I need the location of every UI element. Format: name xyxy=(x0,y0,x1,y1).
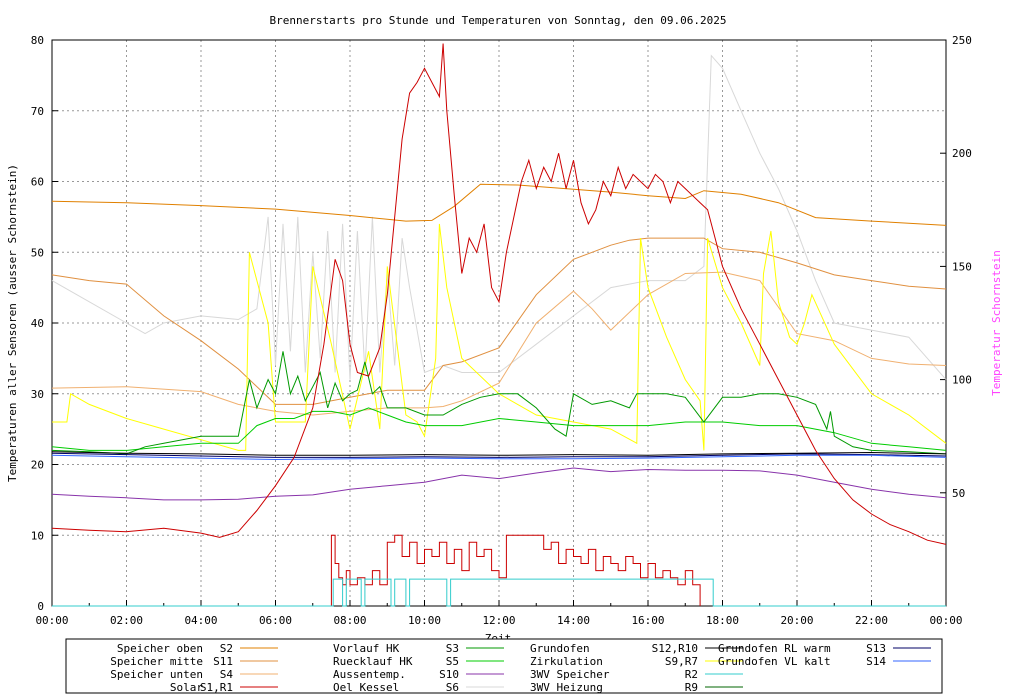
legend-sensor: S3 xyxy=(446,642,459,655)
y-tick-label: 40 xyxy=(31,317,44,330)
y2-tick-label: 250 xyxy=(952,34,972,47)
x-tick-label: 02:00 xyxy=(110,614,143,627)
series-line-oel-kessel xyxy=(51,54,947,380)
legend-sensor: S5 xyxy=(446,655,459,668)
x-tick-label: 14:00 xyxy=(557,614,590,627)
chart-title: Brennerstarts pro Stunde und Temperature… xyxy=(270,14,727,27)
x-tick-label: 04:00 xyxy=(184,614,217,627)
legend-label: Vorlauf HK xyxy=(333,642,400,655)
y-tick-label: 50 xyxy=(31,246,44,259)
x-tick-label: 22:00 xyxy=(855,614,888,627)
legend-sensor: R2 xyxy=(685,668,698,681)
legend-label: 3WV Heizung xyxy=(530,681,603,694)
legend-sensor: S1,R1 xyxy=(200,681,233,694)
legend-label: Aussentemp. xyxy=(333,668,406,681)
series-line-speicher-oben xyxy=(51,183,947,226)
y2-axis-label: Temperatur Schornstein xyxy=(990,250,1003,396)
legend-label: Zirkulation xyxy=(530,655,603,668)
y2-tick-label: 200 xyxy=(952,147,972,160)
x-tick-label: 20:00 xyxy=(780,614,813,627)
series-line-grundofen xyxy=(51,451,947,456)
legend-sensor: R9 xyxy=(685,681,698,694)
x-tick-label: 16:00 xyxy=(631,614,664,627)
legend-label: Solar xyxy=(170,681,203,694)
legend-sensor: S6 xyxy=(446,681,459,694)
series-line-vorlauf-hk xyxy=(51,351,947,455)
y-tick-label: 10 xyxy=(31,529,44,542)
legend-sensor: S12,R10 xyxy=(652,642,698,655)
y2-tick-label: 50 xyxy=(952,487,965,500)
series-line-aussentemp xyxy=(51,467,947,501)
y2-tick-label: 100 xyxy=(952,374,972,387)
y-tick-label: 80 xyxy=(31,34,44,47)
legend-label: Grundofen RL warm xyxy=(718,642,831,655)
legend-label: Grundofen VL kalt xyxy=(718,655,831,668)
y-tick-label: 70 xyxy=(31,105,44,118)
legend-sensor: S9,R7 xyxy=(665,655,698,668)
legend-sensor: S10 xyxy=(439,668,459,681)
y2-tick-label: 150 xyxy=(952,260,972,273)
legend-sensor: S2 xyxy=(220,642,233,655)
legend-sensor: S4 xyxy=(220,668,234,681)
y-tick-label: 0 xyxy=(37,600,44,613)
legend-label: Ruecklauf HK xyxy=(333,655,413,668)
series-line-solar xyxy=(51,43,947,545)
axes: 00:00 02:00 04:00 06:00 08:00 10:00 12:00 14:00… xyxy=(31,34,972,627)
legend-label: Speicher mitte xyxy=(110,655,203,668)
legend-sensor: S11 xyxy=(213,655,233,668)
legend-sensor: S13 xyxy=(866,642,886,655)
y-tick-label: 60 xyxy=(31,176,44,189)
series-group xyxy=(51,43,947,607)
series-line-ruecklauf-hk xyxy=(51,407,947,451)
x-tick-label: 00:00 xyxy=(929,614,962,627)
legend-label: Grundofen xyxy=(530,642,590,655)
legend-label: Speicher unten xyxy=(110,668,203,681)
x-tick-label: 18:00 xyxy=(706,614,739,627)
grid xyxy=(52,40,946,606)
y-tick-label: 20 xyxy=(31,459,44,472)
x-tick-label: 10:00 xyxy=(408,614,441,627)
x-tick-label: 00:00 xyxy=(35,614,68,627)
x-tick-label: 06:00 xyxy=(259,614,292,627)
x-tick-label: 12:00 xyxy=(482,614,515,627)
legend-label: Oel Kessel xyxy=(333,681,399,694)
legend: Speicher oben S2 Speicher mitte S11 Speicher… xyxy=(110,642,931,694)
series-line-grundofen-rl-warm xyxy=(51,452,947,458)
legend-sensor: S14 xyxy=(866,655,886,668)
series-line-3wv-speicher xyxy=(52,578,946,607)
series-line-zirkulation xyxy=(52,223,947,451)
legend-label: 3WV Speicher xyxy=(530,668,610,681)
legend-label: Speicher oben xyxy=(117,642,203,655)
y-tick-label: 30 xyxy=(31,388,44,401)
series-line-grundofen-vl-kalt xyxy=(51,454,947,461)
series-line-speicher-mitte xyxy=(51,237,947,405)
y-axis-label: Temperaturen aller Sensoren (ausser Scho… xyxy=(6,164,19,482)
series-line-speicher-unten xyxy=(51,271,947,416)
x-tick-label: 08:00 xyxy=(333,614,366,627)
series-line-brennerstarts xyxy=(52,534,701,607)
